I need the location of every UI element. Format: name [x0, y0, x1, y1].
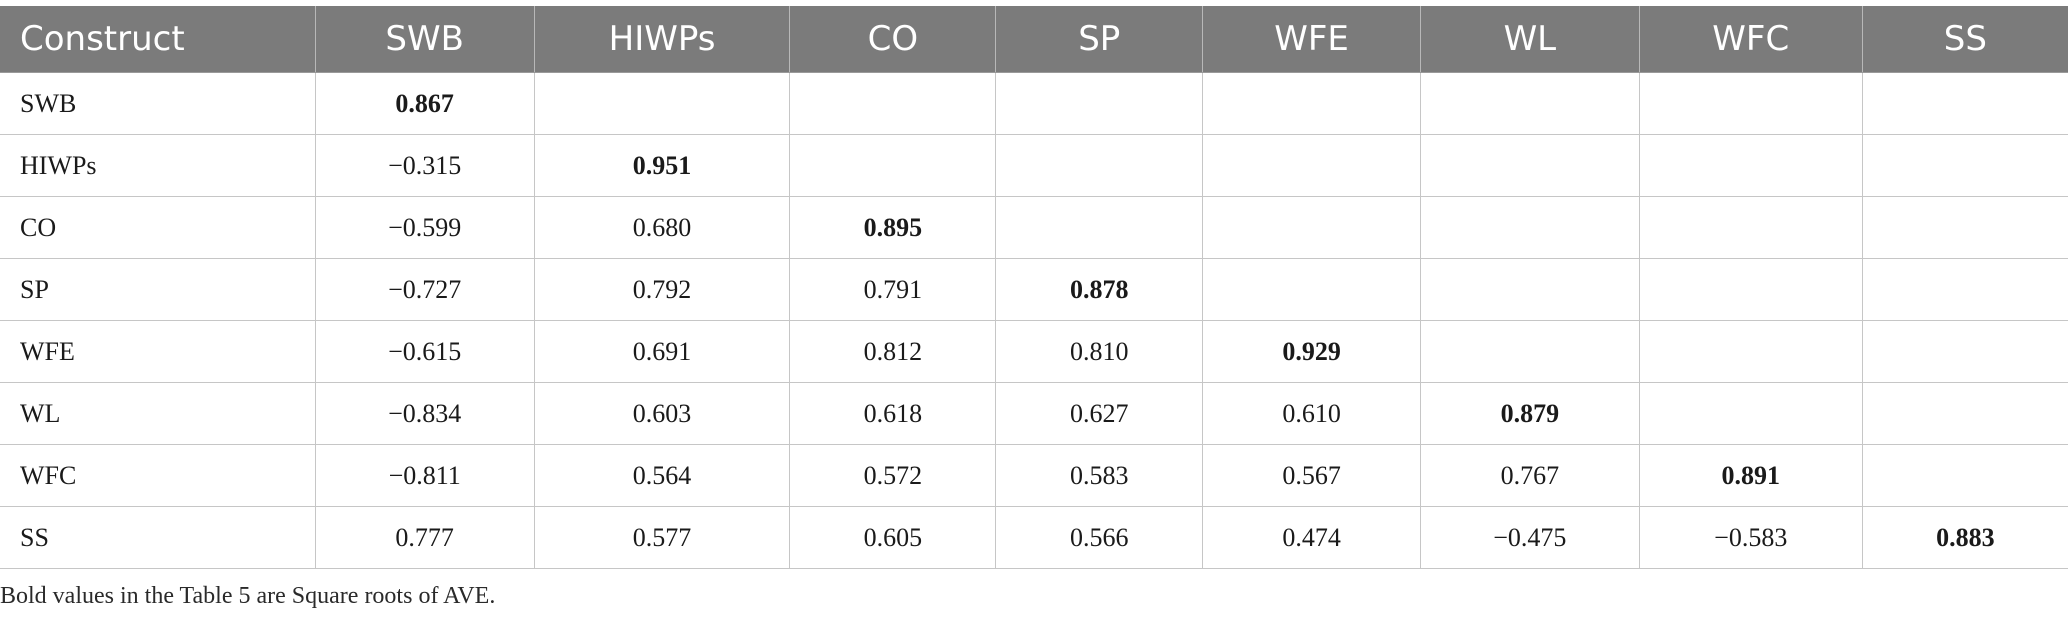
column-header-wfc: WFC	[1638, 6, 1863, 73]
header-row: Construct SWB HIWPs CO SP WFE WL WFC SS	[0, 6, 2068, 73]
table-cell	[995, 72, 1203, 135]
table-cell: −0.811	[314, 444, 535, 507]
table-cell: 0.572	[789, 444, 996, 507]
row-label: WL	[0, 382, 316, 445]
table-cell	[1202, 196, 1421, 259]
table-cell	[1861, 134, 2068, 197]
table-cell	[995, 196, 1203, 259]
diagonal-cell: 0.929	[1202, 320, 1421, 383]
table-cell: 0.792	[533, 258, 790, 321]
table-cell: 0.583	[995, 444, 1203, 507]
table-cell: 0.810	[995, 320, 1203, 383]
table-row: WFE −0.615 0.691 0.812 0.810 0.929	[0, 320, 2068, 383]
table-cell	[533, 72, 790, 135]
table-row: SP −0.727 0.792 0.791 0.878	[0, 258, 2068, 321]
table-cell: 0.767	[1419, 444, 1640, 507]
table-row: SWB 0.867	[0, 72, 2068, 135]
table-footnote: Bold values in the Table 5 are Square ro…	[0, 583, 496, 609]
table-row: WL −0.834 0.603 0.618 0.627 0.610 0.879	[0, 382, 2068, 445]
table-cell	[1638, 320, 1863, 383]
table-cell	[1861, 382, 2068, 445]
table-cell	[1419, 196, 1640, 259]
diagonal-cell: 0.878	[995, 258, 1203, 321]
table-cell	[1638, 258, 1863, 321]
table-cell	[789, 72, 996, 135]
table-row: HIWPs −0.315 0.951	[0, 134, 2068, 197]
table-cell: −0.615	[314, 320, 535, 383]
diagonal-cell: 0.879	[1419, 382, 1640, 445]
diagonal-cell: 0.891	[1638, 444, 1863, 507]
correlation-table-container: Construct SWB HIWPs CO SP WFE WL WFC SS …	[0, 6, 2068, 569]
table-cell: −0.727	[314, 258, 535, 321]
table-cell: 0.691	[533, 320, 790, 383]
table-cell: 0.777	[314, 506, 535, 569]
table-cell: 0.812	[789, 320, 996, 383]
table-cell: 0.474	[1202, 506, 1421, 569]
table-cell: 0.566	[995, 506, 1203, 569]
table-cell	[1202, 72, 1421, 135]
row-label: CO	[0, 196, 316, 259]
table-cell: −0.315	[314, 134, 535, 197]
table-cell: 0.603	[533, 382, 790, 445]
table-cell: −0.583	[1638, 506, 1863, 569]
column-header-swb: SWB	[314, 6, 535, 73]
table-row: WFC −0.811 0.564 0.572 0.583 0.567 0.767 0.891	[0, 444, 2068, 507]
row-label: WFC	[0, 444, 316, 507]
table-cell	[1419, 72, 1640, 135]
row-label: HIWPs	[0, 134, 316, 197]
column-header-hiwps: HIWPs	[533, 6, 790, 73]
correlation-table: Construct SWB HIWPs CO SP WFE WL WFC SS …	[0, 6, 2068, 569]
table-cell	[1861, 72, 2068, 135]
diagonal-cell: 0.895	[789, 196, 996, 259]
table-cell	[995, 134, 1203, 197]
table-cell: −0.834	[314, 382, 535, 445]
row-label: WFE	[0, 320, 316, 383]
table-cell	[1861, 258, 2068, 321]
table-cell: 0.791	[789, 258, 996, 321]
column-header-ss: SS	[1861, 6, 2068, 73]
table-cell: −0.475	[1419, 506, 1640, 569]
table-header: Construct SWB HIWPs CO SP WFE WL WFC SS	[0, 6, 2068, 73]
table-cell	[1638, 134, 1863, 197]
row-label: SP	[0, 258, 316, 321]
table-cell	[789, 134, 996, 197]
table-cell: 0.564	[533, 444, 790, 507]
diagonal-cell: 0.867	[314, 72, 535, 135]
column-header-construct: Construct	[0, 6, 316, 73]
table-cell: 0.627	[995, 382, 1203, 445]
row-label: SWB	[0, 72, 316, 135]
table-cell: 0.605	[789, 506, 996, 569]
table-body: SWB 0.867 HIWPs −0.315 0.951 CO −0.599 0.680 0.8…	[0, 72, 2068, 569]
table-cell	[1419, 320, 1640, 383]
table-cell: 0.610	[1202, 382, 1421, 445]
table-cell: 0.577	[533, 506, 790, 569]
table-row: SS 0.777 0.577 0.605 0.566 0.474 −0.475 −0.583 0…	[0, 506, 2068, 569]
table-cell	[1419, 258, 1640, 321]
column-header-co: CO	[789, 6, 996, 73]
table-row: CO −0.599 0.680 0.895	[0, 196, 2068, 259]
table-cell	[1202, 134, 1421, 197]
table-cell: 0.680	[533, 196, 790, 259]
diagonal-cell: 0.883	[1861, 506, 2068, 569]
column-header-wl: WL	[1419, 6, 1640, 73]
table-cell	[1861, 320, 2068, 383]
diagonal-cell: 0.951	[533, 134, 790, 197]
table-cell	[1861, 196, 2068, 259]
table-cell	[1638, 196, 1863, 259]
column-header-sp: SP	[995, 6, 1203, 73]
table-cell	[1638, 382, 1863, 445]
column-header-wfe: WFE	[1202, 6, 1421, 73]
table-cell	[1638, 72, 1863, 135]
table-cell	[1861, 444, 2068, 507]
table-cell	[1202, 258, 1421, 321]
table-cell: 0.567	[1202, 444, 1421, 507]
table-cell	[1419, 134, 1640, 197]
table-cell: −0.599	[314, 196, 535, 259]
table-cell: 0.618	[789, 382, 996, 445]
row-label: SS	[0, 506, 316, 569]
